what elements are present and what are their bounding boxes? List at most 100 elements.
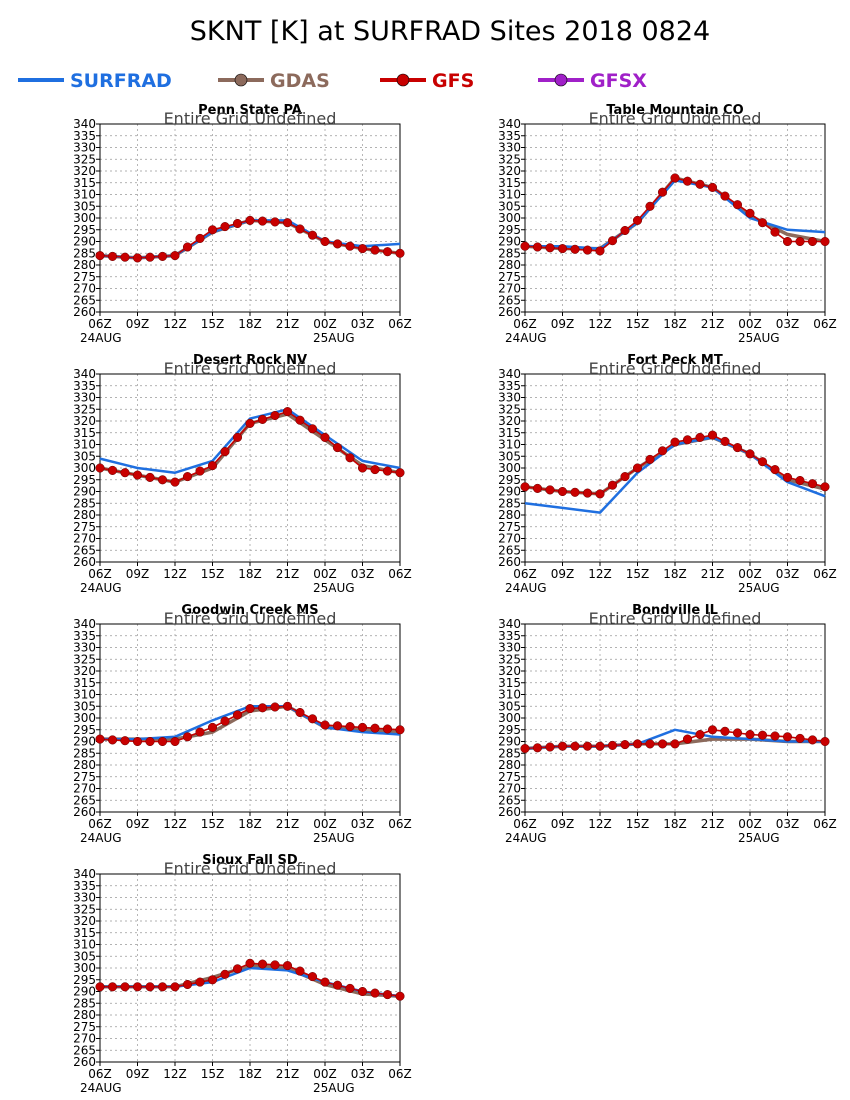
gfs-marker	[157, 736, 168, 747]
gfs-marker	[682, 435, 693, 445]
y-tick-label: 335	[498, 379, 521, 393]
gfs-marker	[332, 721, 343, 731]
series-gfs	[520, 725, 830, 754]
gfs-marker	[657, 446, 668, 456]
panel-title: Bondville IL	[632, 603, 718, 618]
x-tick-label: 06Z	[88, 567, 112, 581]
gfs-marker	[370, 723, 380, 733]
x-tick-label: 15Z	[626, 567, 650, 581]
gfs-marker	[607, 740, 618, 750]
gfs-marker	[245, 704, 255, 714]
legend: SURFRAD GDAS GFS GFSX	[18, 70, 647, 92]
y-tick-label: 310	[498, 688, 521, 702]
x-tick-label: 00Z	[738, 317, 762, 331]
gfs-marker	[357, 722, 368, 732]
date-label: 25AUG	[738, 831, 780, 845]
gfs-marker	[670, 437, 680, 447]
gfs-marker	[670, 173, 680, 183]
gfs-marker	[120, 736, 130, 746]
gfs-marker	[770, 731, 780, 741]
y-tick-label: 295	[73, 973, 96, 987]
gfs-marker	[707, 725, 718, 735]
x-tick-label: 15Z	[626, 317, 650, 331]
y-tick-label: 265	[498, 543, 521, 557]
y-tick-label: 335	[498, 129, 521, 143]
grid	[525, 374, 825, 562]
gfs-marker	[582, 488, 593, 498]
gfs-marker	[382, 990, 393, 1000]
gfs-marker	[782, 472, 793, 482]
gfs-marker	[732, 728, 743, 738]
y-tick-label: 320	[498, 414, 521, 428]
y-tick-label: 330	[73, 891, 96, 905]
figure-title: SKNT [K] at SURFRAD Sites 2018 0824	[190, 16, 710, 47]
x-tick-label: 09Z	[126, 317, 150, 331]
y-tick-label: 305	[73, 699, 96, 713]
gfs-marker	[670, 739, 680, 749]
y-tick-label: 325	[73, 402, 96, 416]
x-tick-label: 06Z	[813, 567, 837, 581]
gfs-marker	[370, 245, 380, 255]
y-tick-label: 265	[73, 543, 96, 557]
gfs-marker	[520, 241, 530, 251]
gfs-marker	[820, 236, 830, 247]
x-tick-label: 12Z	[588, 817, 612, 831]
y-tick-label: 340	[73, 617, 96, 631]
y-tick-label: 270	[498, 782, 521, 796]
y-tick-label: 325	[498, 652, 521, 666]
y-tick-label: 330	[73, 391, 96, 405]
gfs-marker	[620, 225, 630, 236]
legend-label: SURFRAD	[70, 70, 172, 92]
gfs-marker	[107, 982, 118, 992]
x-tick-label: 06Z	[513, 567, 537, 581]
y-tick-label: 275	[73, 520, 96, 534]
legend-marker	[396, 73, 410, 87]
gfs-marker	[732, 200, 743, 210]
panel-title: Penn State PA	[198, 103, 302, 118]
gfs-marker	[557, 244, 568, 254]
y-tick-label: 315	[73, 926, 96, 940]
gfs-marker	[770, 465, 780, 475]
y-tick-label: 295	[73, 723, 96, 737]
gfs-marker	[532, 483, 543, 493]
date-label: 24AUG	[80, 331, 122, 345]
gfs-marker	[157, 475, 168, 485]
gfs-marker	[282, 961, 293, 971]
y-tick-label: 270	[73, 282, 96, 296]
x-tick-label: 06Z	[388, 817, 412, 831]
panel-title: Fort Peck MT	[627, 353, 723, 368]
y-tick-label: 285	[73, 246, 96, 260]
gfs-marker	[145, 736, 155, 747]
y-tick-label: 295	[498, 723, 521, 737]
gfs-marker	[395, 725, 405, 735]
gfs-marker	[332, 239, 343, 249]
gfs-marker	[157, 982, 168, 992]
gfs-marker	[232, 218, 243, 229]
gfs-marker	[120, 252, 130, 262]
y-tick-label: 275	[498, 270, 521, 284]
gfs-marker	[570, 741, 580, 751]
x-tick-label: 21Z	[701, 817, 725, 831]
gfs-marker	[720, 436, 730, 446]
y-tick-label: 280	[73, 758, 96, 772]
gfs-marker	[282, 218, 293, 228]
gfs-marker	[357, 463, 368, 473]
series-gfs	[95, 407, 405, 487]
gfs-marker	[620, 740, 630, 750]
gfs-marker	[132, 982, 143, 992]
y-tick-label: 285	[73, 746, 96, 760]
y-tick-label: 305	[73, 199, 96, 213]
date-label: 25AUG	[313, 1081, 355, 1095]
y-tick-label: 280	[73, 508, 96, 522]
gfs-marker	[782, 236, 793, 247]
y-tick-label: 280	[498, 508, 521, 522]
y-tick-label: 325	[498, 402, 521, 416]
gfs-marker	[645, 201, 655, 211]
y-tick-label: 310	[73, 938, 96, 952]
x-tick-label: 09Z	[126, 567, 150, 581]
gfs-marker	[295, 966, 305, 976]
y-tick-label: 290	[73, 735, 96, 749]
y-tick-label: 295	[498, 223, 521, 237]
y-tick-label: 280	[498, 758, 521, 772]
y-tick-label: 335	[498, 629, 521, 643]
